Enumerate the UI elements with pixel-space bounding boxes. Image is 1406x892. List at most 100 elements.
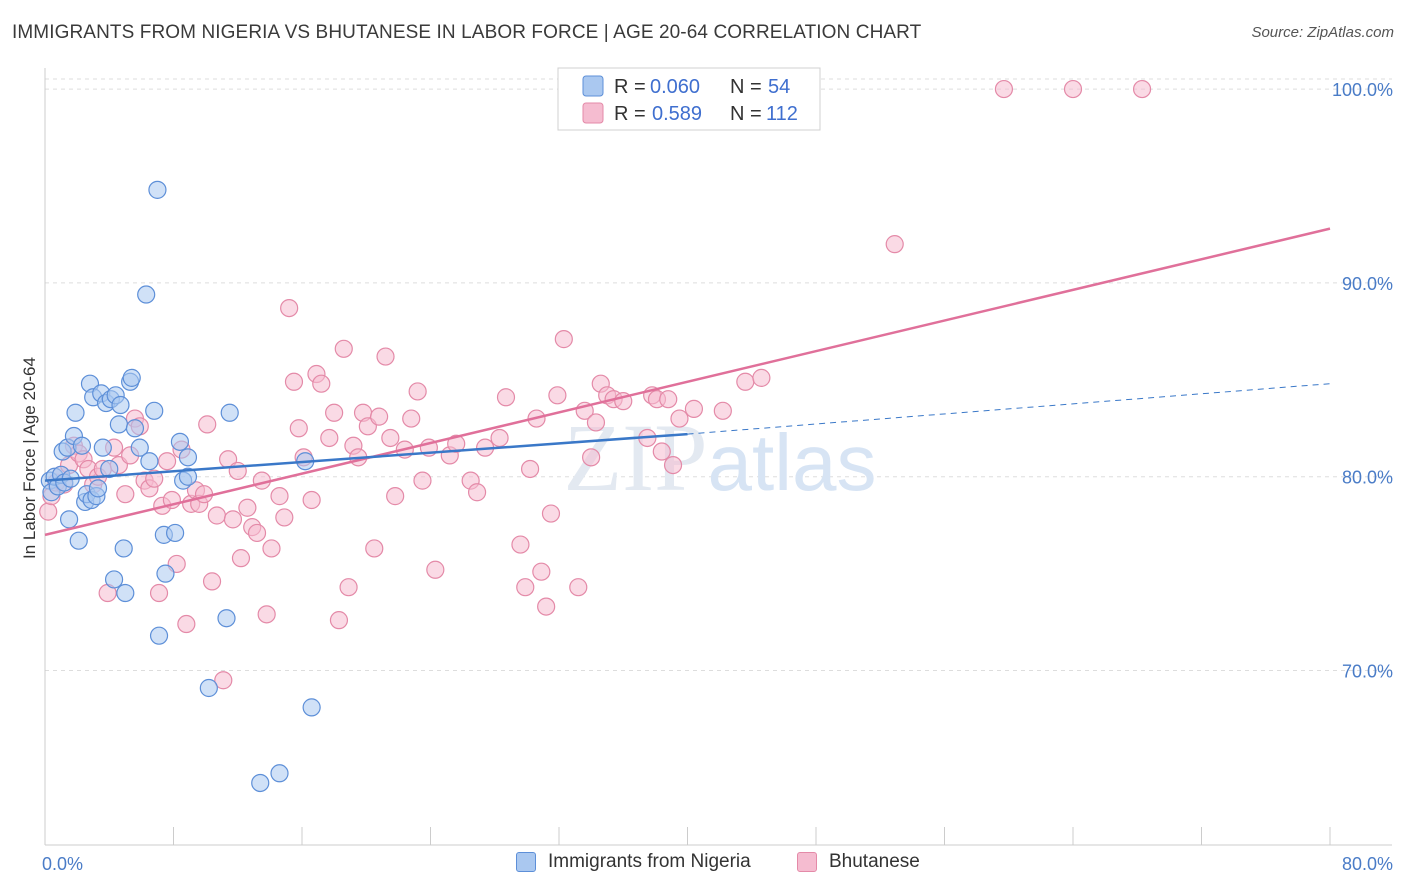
point-bhutanese <box>238 498 257 517</box>
y-tick-label: 100.0% <box>1332 80 1393 100</box>
point-nigeria <box>148 180 167 199</box>
bottom-legend: Immigrants from Nigeria Bhutanese <box>0 851 1406 879</box>
point-bhutanese <box>376 347 395 366</box>
x-tick-label: 0.0% <box>42 854 83 874</box>
point-nigeria <box>59 510 79 529</box>
point-bhutanese <box>149 583 169 603</box>
point-bhutanese <box>520 459 540 479</box>
point-bhutanese <box>365 539 384 558</box>
point-bhutanese <box>39 502 58 521</box>
point-bhutanese <box>684 399 704 418</box>
watermark-atlas: atlas <box>708 418 877 507</box>
y-tick-labels: 100.0% 90.0% 80.0% 70.0% <box>1332 80 1393 681</box>
point-nigeria <box>178 448 198 467</box>
point-bhutanese <box>752 368 771 387</box>
point-bhutanese <box>586 413 606 432</box>
point-nigeria <box>220 403 239 422</box>
point-nigeria <box>270 764 289 783</box>
point-nigeria <box>114 539 133 558</box>
point-nigeria <box>69 531 88 550</box>
point-nigeria <box>116 583 135 603</box>
point-nigeria <box>145 401 164 420</box>
point-nigeria <box>93 438 112 457</box>
point-bhutanese <box>516 578 535 597</box>
point-bhutanese <box>408 382 427 401</box>
point-nigeria <box>111 395 130 415</box>
point-bhutanese <box>280 298 299 318</box>
point-nigeria <box>130 438 149 457</box>
point-nigeria <box>140 452 159 471</box>
point-bhutanese <box>312 374 331 393</box>
point-bhutanese <box>325 403 344 422</box>
point-bhutanese <box>447 434 466 453</box>
point-nigeria <box>178 467 198 486</box>
point-bhutanese <box>214 671 233 690</box>
point-bhutanese <box>490 428 509 448</box>
point-bhutanese <box>885 235 904 254</box>
point-bhutanese <box>116 485 135 504</box>
y-axis-label: In Labor Force | Age 20-64 <box>20 357 39 559</box>
point-bhutanese <box>1063 79 1083 99</box>
chart-title: IMMIGRANTS FROM NIGERIA VS BHUTANESE IN … <box>12 22 922 43</box>
legend-r-label-bhutanese: R = <box>614 103 646 125</box>
point-bhutanese <box>652 442 671 461</box>
legend-swatch-bhutanese <box>582 102 604 124</box>
point-bhutanese <box>177 614 196 634</box>
bottom-legend-swatch-nigeria <box>516 852 536 872</box>
trend-line-nigeria <box>44 432 688 482</box>
point-bhutanese <box>257 605 276 624</box>
legend-r-label-nigeria: R = <box>614 76 646 98</box>
point-bhutanese <box>541 504 561 523</box>
point-nigeria <box>156 564 175 583</box>
point-bhutanese <box>402 409 421 428</box>
point-bhutanese <box>262 539 281 558</box>
point-bhutanese <box>198 415 217 434</box>
point-bhutanese <box>320 428 339 448</box>
point-bhutanese <box>334 339 353 358</box>
point-nigeria <box>251 773 270 793</box>
point-bhutanese <box>511 535 530 554</box>
point-bhutanese <box>339 578 358 597</box>
series-nigeria-points <box>40 180 321 793</box>
legend-n-label-nigeria: N = <box>730 76 762 98</box>
point-nigeria <box>66 403 85 422</box>
bottom-legend-item-nigeria: Immigrants from Nigeria <box>516 851 751 873</box>
point-nigeria <box>109 415 128 434</box>
point-bhutanese <box>157 452 177 471</box>
legend-r-value-nigeria: 0.060 <box>650 76 700 98</box>
point-bhutanese <box>548 386 567 405</box>
point-bhutanese <box>426 560 445 579</box>
stats-legend: R = 0.060 N = 54 R = 0.589 N = 112 <box>557 67 821 131</box>
point-nigeria <box>122 368 141 387</box>
legend-swatch-nigeria <box>582 75 604 97</box>
point-nigeria <box>72 436 92 455</box>
point-bhutanese <box>329 611 349 630</box>
point-nigeria <box>170 432 190 451</box>
point-bhutanese <box>1132 79 1152 99</box>
point-bhutanese <box>736 372 755 391</box>
point-bhutanese <box>270 487 289 506</box>
point-bhutanese <box>659 390 678 409</box>
point-bhutanese <box>381 428 400 448</box>
x-tick-label: 80.0% <box>1342 854 1393 874</box>
point-bhutanese <box>670 409 689 428</box>
point-bhutanese <box>663 455 683 475</box>
point-bhutanese <box>275 508 294 527</box>
point-bhutanese <box>532 562 551 581</box>
point-nigeria <box>125 419 145 438</box>
y-tick-label: 90.0% <box>1342 274 1393 294</box>
point-bhutanese <box>247 523 267 543</box>
point-nigeria <box>217 609 236 628</box>
point-bhutanese <box>202 572 222 591</box>
y-tick-label: 70.0% <box>1342 662 1393 682</box>
point-bhutanese <box>582 448 601 467</box>
point-bhutanese <box>537 597 556 616</box>
point-nigeria <box>137 285 156 304</box>
point-nigeria <box>149 626 169 645</box>
legend-n-value-nigeria: 54 <box>768 76 790 98</box>
point-bhutanese <box>231 549 251 568</box>
point-bhutanese <box>284 372 304 391</box>
point-nigeria <box>166 523 185 543</box>
bottom-legend-label-nigeria: Immigrants from Nigeria <box>548 851 751 872</box>
bottom-legend-item-bhutanese: Bhutanese <box>797 851 920 873</box>
